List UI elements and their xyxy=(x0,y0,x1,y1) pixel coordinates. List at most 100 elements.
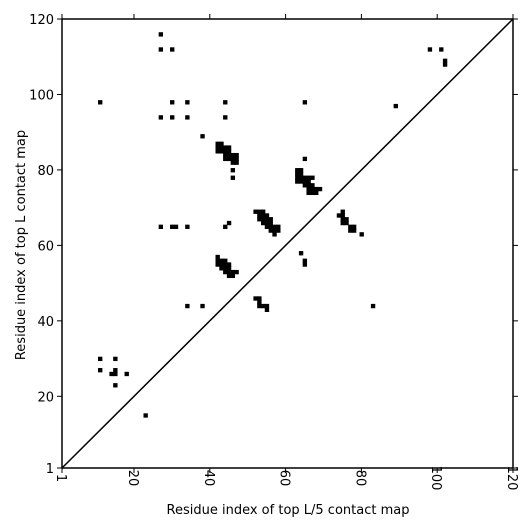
contact-point xyxy=(113,371,118,377)
contact-point xyxy=(268,220,273,226)
contact-point xyxy=(230,168,236,173)
contact-point xyxy=(185,100,190,105)
contact-point xyxy=(223,149,228,154)
contact-point xyxy=(230,160,236,165)
y-tick-label: 100 xyxy=(29,88,54,103)
contact-point xyxy=(298,251,304,256)
contact-point xyxy=(310,183,315,188)
contact-points xyxy=(98,32,448,418)
contact-point xyxy=(264,307,270,312)
contact-point xyxy=(185,224,190,229)
contact-point xyxy=(302,179,308,184)
contact-point xyxy=(226,266,232,271)
contact-point xyxy=(219,145,224,150)
x-tick-label: 80 xyxy=(352,470,367,487)
contact-point xyxy=(306,190,311,196)
contact-point xyxy=(302,156,308,162)
contact-point xyxy=(109,371,114,377)
contact-point xyxy=(310,186,315,192)
contact-point xyxy=(253,209,258,214)
contact-point xyxy=(340,209,345,214)
y-tick-label: 40 xyxy=(37,315,54,330)
contact-point xyxy=(234,152,239,158)
contact-point xyxy=(348,224,353,229)
contact-point xyxy=(268,224,273,229)
contact-point xyxy=(264,303,270,309)
contact-point xyxy=(170,115,175,120)
contact-point xyxy=(223,269,228,275)
contact-point xyxy=(340,220,345,226)
x-tick-label: 60 xyxy=(277,470,292,487)
contact-point xyxy=(215,258,220,263)
contact-point xyxy=(223,115,228,120)
contact-point xyxy=(158,47,164,52)
contact-point xyxy=(158,224,164,229)
y-tick-label: 120 xyxy=(29,13,54,28)
contact-point xyxy=(226,273,232,279)
diagonal-line xyxy=(61,18,514,469)
contact-point xyxy=(124,371,129,377)
contact-point xyxy=(226,269,232,275)
contact-point xyxy=(264,213,270,218)
contact-point xyxy=(257,300,262,305)
contact-point xyxy=(219,262,224,267)
contact-point xyxy=(306,175,311,180)
contact-point xyxy=(257,217,262,222)
contact-point xyxy=(427,47,433,52)
contact-point xyxy=(223,152,228,158)
contact-point xyxy=(226,149,232,154)
contact-point xyxy=(302,258,308,263)
contact-point xyxy=(298,171,304,177)
contact-point xyxy=(170,224,175,229)
contact-point xyxy=(215,149,220,154)
contact-point xyxy=(215,141,220,146)
contact-point xyxy=(276,224,281,229)
contact-point xyxy=(442,58,448,63)
contact-point xyxy=(310,175,315,180)
contact-point xyxy=(98,356,103,362)
contact-point xyxy=(306,183,311,188)
plot-frame xyxy=(61,18,514,469)
contact-point xyxy=(223,266,228,271)
contact-point xyxy=(257,296,262,301)
contact-point xyxy=(223,145,228,150)
x-axis-label: Residue index of top L/5 contact map xyxy=(167,503,410,518)
x-tick-label: 100 xyxy=(428,466,443,491)
contact-point xyxy=(264,224,270,229)
contact-point xyxy=(215,145,220,150)
contact-point xyxy=(257,303,262,309)
contact-point xyxy=(226,152,232,158)
contact-point xyxy=(351,228,357,233)
x-tick-label: 40 xyxy=(201,470,216,487)
contact-point xyxy=(200,303,205,309)
contact-point xyxy=(439,47,444,52)
contact-point xyxy=(306,179,311,184)
contact-point xyxy=(143,413,148,418)
contact-point xyxy=(298,168,304,173)
contact-point xyxy=(257,213,262,218)
contact-point xyxy=(264,220,270,226)
contact-point xyxy=(230,273,236,279)
contact-point xyxy=(230,175,236,180)
y-tick-label: 60 xyxy=(37,239,54,254)
contact-point xyxy=(219,266,224,271)
contact-point xyxy=(234,156,239,162)
contact-point xyxy=(295,175,300,180)
contact-point xyxy=(113,368,118,373)
contact-point xyxy=(223,100,228,105)
diagonal-layer xyxy=(61,18,514,469)
contact-point xyxy=(344,217,349,222)
contact-point xyxy=(253,296,258,301)
contact-point xyxy=(158,115,164,120)
contact-point xyxy=(314,190,319,196)
contact-point xyxy=(173,224,179,229)
contact-point xyxy=(234,160,239,165)
x-tick-label: 20 xyxy=(125,470,140,487)
contact-point xyxy=(351,224,357,229)
contact-point xyxy=(215,262,220,267)
contact-point xyxy=(359,232,364,237)
contact-point xyxy=(314,186,319,192)
contact-point xyxy=(215,254,220,260)
contact-point xyxy=(230,152,236,158)
